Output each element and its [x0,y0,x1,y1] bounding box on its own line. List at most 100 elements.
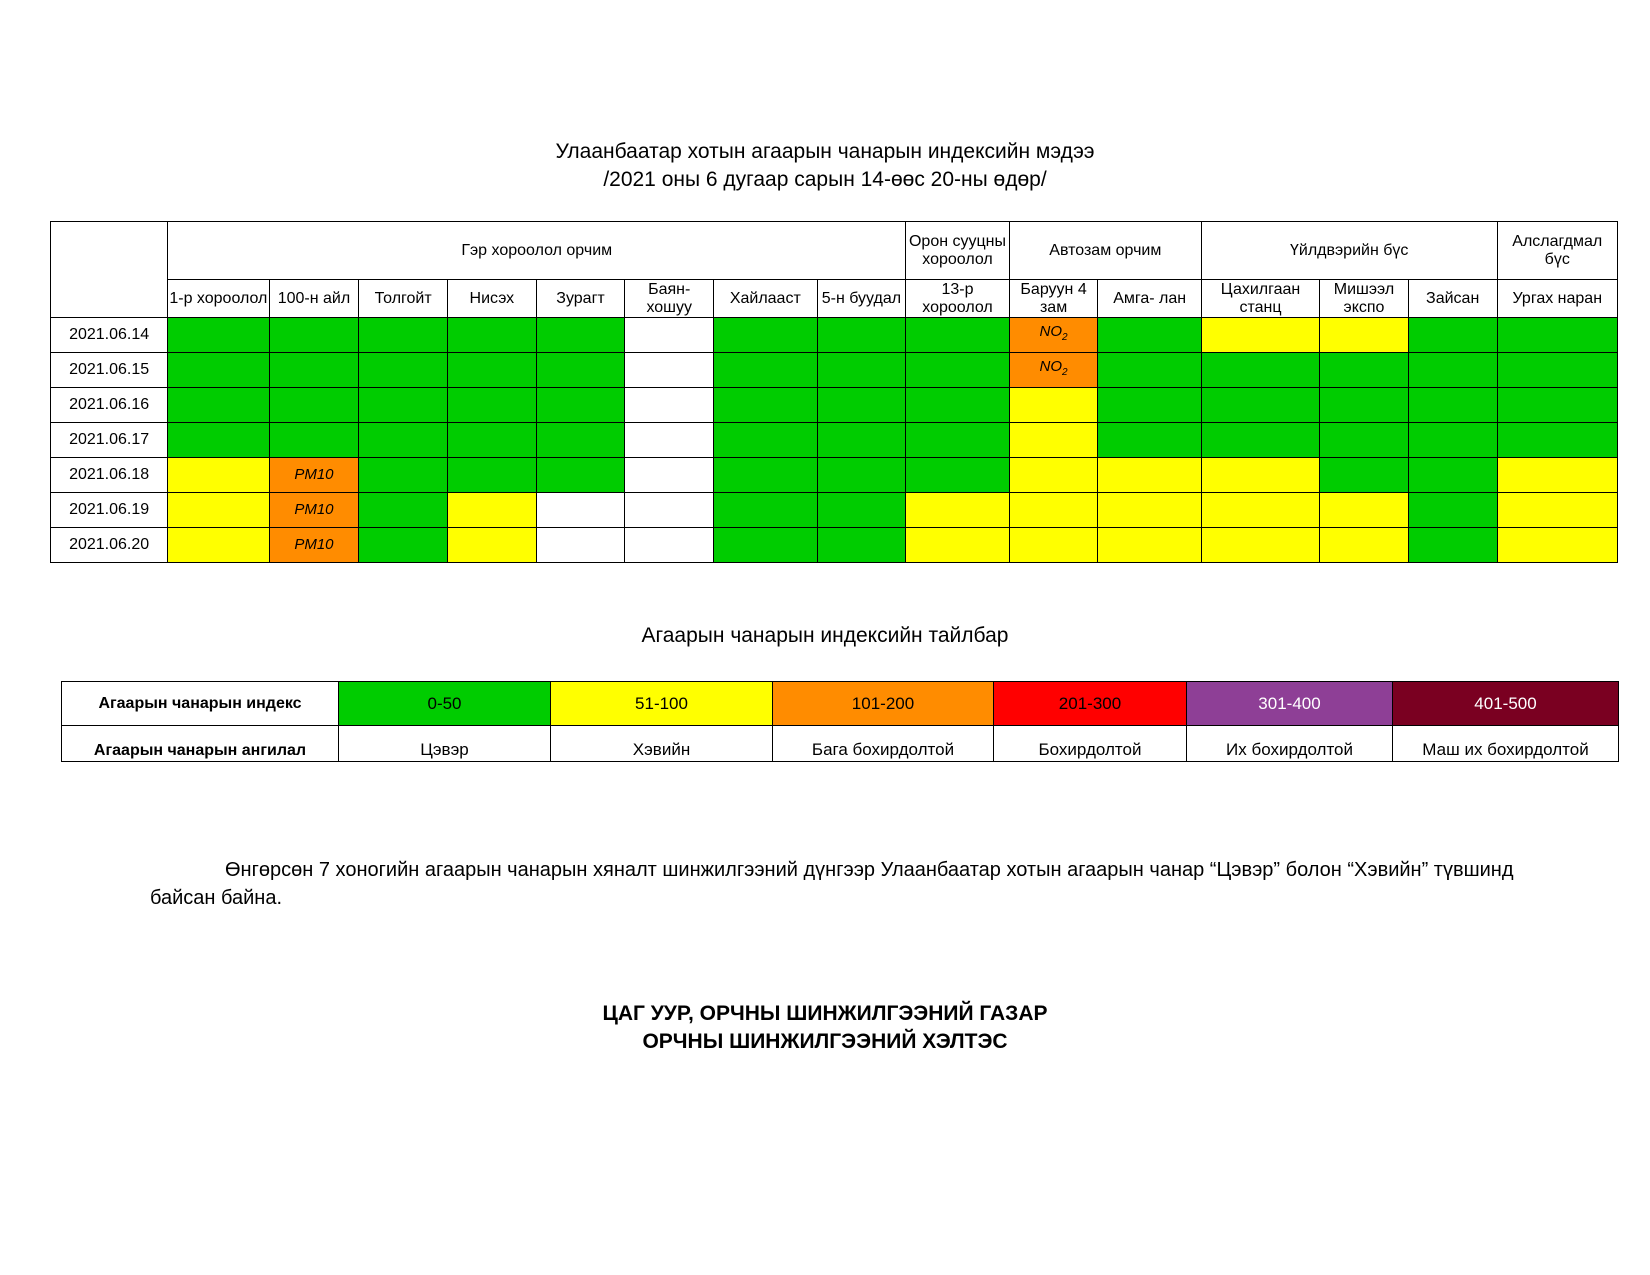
aqi-cell [268,422,360,458]
group-header-row: Гэр хороолол орчим Орон сууцны хороолол Ав… [49,221,1619,318]
legend-range-cell: 0-50 [338,681,551,726]
aqi-cell [1097,317,1202,353]
aqi-cell [816,492,907,528]
legend-category-label: Агаарын чанарын ангилал [61,725,339,762]
aqi-cell [1496,527,1619,563]
aqi-cell [1496,492,1619,528]
aqi-cell: NO2 [1008,317,1099,353]
aqi-cell [713,317,818,353]
aqi-cell [535,352,626,388]
date-cell: 2021.06.20 [49,527,169,563]
aqi-cell [167,352,270,388]
aqi-cell [1200,387,1321,423]
aqi-cell [447,422,537,458]
station-header: Зайсан [1407,279,1498,318]
aqi-cell [358,387,448,423]
aqi-cell: PM10 [268,457,360,493]
table-row: 2021.06.16 [49,387,1619,423]
aqi-cell [1496,317,1619,353]
aqi-cell [535,387,626,423]
station-header: Толгойт [358,279,448,318]
aqi-cell [1200,492,1321,528]
date-cell: 2021.06.18 [49,457,169,493]
pollutant-label: PM10 [294,501,333,518]
aqi-table-body: 2021.06.14 NO2 2021.06.15 NO2 2021.06.16 2021… [49,317,1619,563]
aqi-cell [1319,457,1409,493]
aqi-cell [167,457,270,493]
station-header: Баруун 4 зам [1008,279,1099,318]
date-cell: 2021.06.14 [49,317,169,353]
aqi-cell [905,352,1010,388]
aqi-cell [1319,387,1409,423]
legend-category-cell: Бага бохирдолтой [772,725,994,762]
aqi-cell [167,422,270,458]
aqi-cell [358,492,448,528]
station-header: 5-н буудал [816,279,907,318]
aqi-cell [535,317,626,353]
aqi-cell [358,422,448,458]
aqi-cell [1496,387,1619,423]
aqi-cell [535,492,626,528]
aqi-cell [167,317,270,353]
aqi-cell [905,422,1010,458]
station-header: Нисэх [447,279,537,318]
station-header: 1-р хороолол [167,279,270,318]
aqi-cell [905,457,1010,493]
aqi-cell [1407,457,1498,493]
legend-category-cell: Хэвийн [550,725,773,762]
aqi-cell [1319,492,1409,528]
table-row: 2021.06.19 PM10 [49,492,1619,528]
legend-category-cell: Маш их бохирдолтой [1392,725,1619,762]
aqi-cell [268,317,360,353]
aqi-cell [1008,422,1099,458]
aqi-cell [447,387,537,423]
aqi-cell [1200,317,1321,353]
aqi-cell [358,352,448,388]
aqi-cell [1097,387,1202,423]
aqi-cell [1407,317,1498,353]
aqi-cell [358,317,448,353]
aqi-cell [1319,352,1409,388]
aqi-cell [1407,527,1498,563]
pollutant-label: NO2 [1040,358,1068,378]
aqi-cell [447,352,537,388]
footer-org: ЦАГ УУР, ОРЧНЫ ШИНЖИЛГЭЭНИЙ ГАЗАР ОРЧНЫ … [0,1000,1650,1056]
table-row: 2021.06.14 NO2 [49,317,1619,353]
aqi-cell [167,492,270,528]
table-row: 2021.06.15 NO2 [49,352,1619,388]
aqi-cell [1008,457,1099,493]
date-cell: 2021.06.17 [49,422,169,458]
corner-cell [49,221,169,318]
aqi-cell [358,457,448,493]
aqi-cell [1097,457,1202,493]
aqi-cell [1200,527,1321,563]
aqi-cell [1407,422,1498,458]
aqi-cell [624,527,715,563]
legend-category-cell: Цэвэр [338,725,551,762]
aqi-cell [1097,492,1202,528]
station-header: Цахилгаан станц [1200,279,1321,318]
table-row: 2021.06.17 [49,422,1619,458]
aqi-cell [713,352,818,388]
legend-title: Агаарын чанарын индексийн тайлбар [641,624,1009,647]
aqi-cell [816,352,907,388]
legend-table: Агаарын чанарын индекс 0-50 51-100 101-200… [61,681,1619,762]
aqi-cell [624,492,715,528]
station-header: Хайлааст [713,279,818,318]
aqi-cell [1496,352,1619,388]
aqi-cell [1496,422,1619,458]
aqi-cell [905,527,1010,563]
aqi-cell [1097,527,1202,563]
aqi-cell [816,457,907,493]
station-header: Амга- лан [1097,279,1202,318]
aqi-cell [1200,457,1321,493]
aqi-cell [713,492,818,528]
legend-category-cell: Их бохирдолтой [1186,725,1393,762]
aqi-cell [1319,317,1409,353]
aqi-cell [624,457,715,493]
aqi-cell [1097,422,1202,458]
aqi-cell [1008,492,1099,528]
aqi-cell: NO2 [1008,352,1099,388]
aqi-cell [358,527,448,563]
group-header: Үйлдвэрийн бүс [1200,221,1498,280]
